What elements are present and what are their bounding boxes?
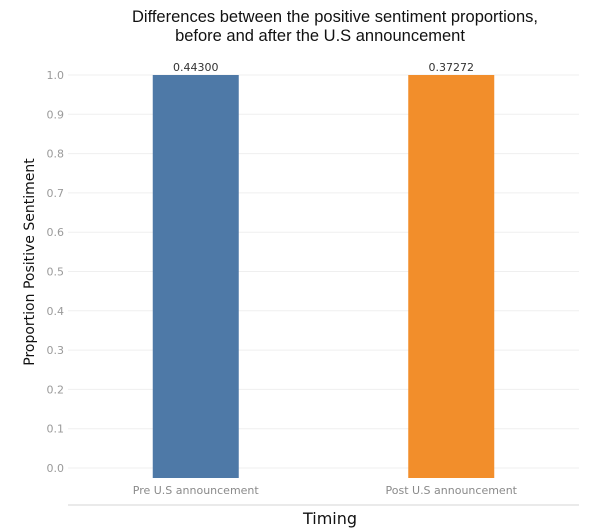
category-labels: Pre U.S announcement Post U.S announcemen… <box>133 484 518 497</box>
y-tick-label: 0.9 <box>47 108 65 121</box>
y-axis-ticks: 0.0 0.1 0.2 0.3 0.4 0.5 0.6 0.7 0.8 0.9 1.0 <box>47 69 65 475</box>
bar <box>152 75 239 478</box>
y-tick-label: 0.4 <box>47 305 65 318</box>
y-tick-label: 0.7 <box>47 187 65 200</box>
y-tick-label: 0.0 <box>47 462 65 475</box>
bar <box>408 75 495 478</box>
bar-data-label: 0.44300 <box>173 61 219 74</box>
bars <box>152 75 495 478</box>
y-tick-label: 0.5 <box>47 266 65 279</box>
y-tick-label: 1.0 <box>47 69 65 82</box>
x-tick-label: Pre U.S announcement <box>133 484 260 497</box>
gridlines <box>68 74 579 469</box>
chart-title-line-1: Differences between the positive sentime… <box>132 8 538 26</box>
x-tick-label: Post U.S announcement <box>386 484 518 497</box>
y-tick-label: 0.1 <box>47 423 65 436</box>
bar-data-label: 0.37272 <box>429 61 475 74</box>
y-tick-label: 0.3 <box>47 344 65 357</box>
y-tick-label: 0.8 <box>47 148 65 161</box>
y-tick-label: 0.2 <box>47 383 65 396</box>
x-axis-label: Timing <box>302 509 357 528</box>
y-axis-label: Proportion Positive Sentiment <box>22 158 38 366</box>
data-labels: 0.44300 0.37272 <box>173 61 474 74</box>
chart-title-line-2: before and after the U.S announcement <box>175 27 465 45</box>
y-tick-label: 0.6 <box>47 226 65 239</box>
